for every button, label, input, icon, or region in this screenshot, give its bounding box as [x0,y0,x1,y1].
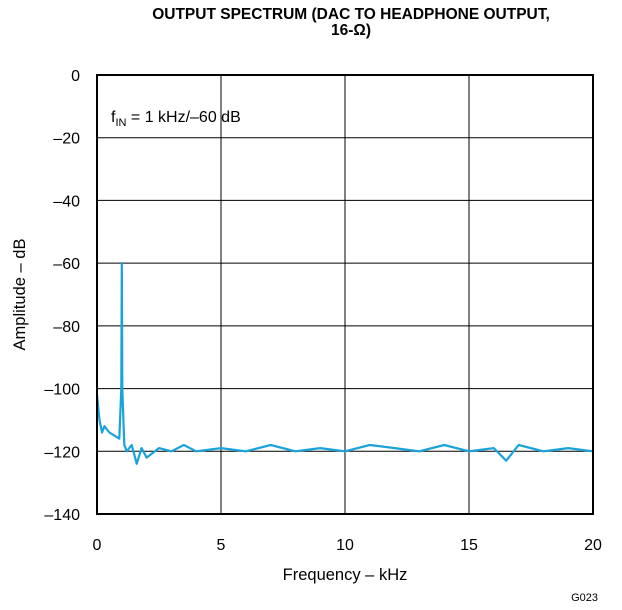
x-tick-label: 10 [336,537,354,554]
grid-lines [96,74,594,515]
y-tick-label: –80 [53,319,80,336]
y-tick-labels: 0 –20 –40 –60 –80 –100 –120 –140 [44,68,80,524]
signal-annotation: fIN = 1 kHz/–60 dB [111,109,241,129]
y-axis-label: Amplitude – dB [11,239,29,351]
y-tick-label: –60 [53,256,80,273]
plot-frame [96,74,594,515]
y-tick-label: –100 [44,382,80,399]
y-tick-label: 0 [71,68,80,85]
x-tick-label: 15 [460,537,478,554]
series-layer [95,262,594,465]
y-tick-label: –120 [44,444,80,461]
x-tick-labels: 0 5 10 15 20 [93,537,602,554]
y-tick-label: –140 [44,507,80,524]
x-axis-label: Frequency – kHz [283,566,408,584]
annotation-prefix: f [111,109,116,126]
annotation-subscript: IN [115,117,126,129]
y-tick-label: –40 [53,193,80,210]
spectrum-series-line [95,262,594,465]
annotation-text: = 1 kHz/–60 dB [126,109,240,126]
y-tick-label: –20 [53,131,80,148]
x-tick-label: 0 [93,537,102,554]
x-tick-label: 5 [217,537,226,554]
figure-id: G023 [571,592,598,604]
x-tick-label: 20 [584,537,602,554]
chart-title-line-1: OUTPUT SPECTRUM (DAC TO HEADPHONE OUTPUT… [152,6,550,23]
chart-title-line-2: 16-Ω) [331,22,371,39]
